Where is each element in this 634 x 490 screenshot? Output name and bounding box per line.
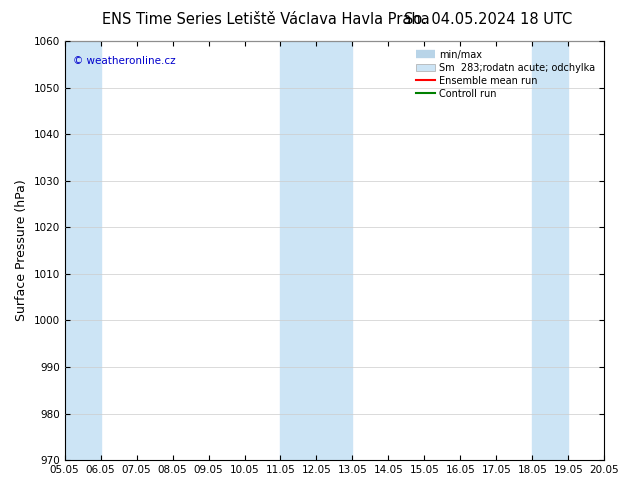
Bar xyxy=(316,41,353,460)
Text: So. 04.05.2024 18 UTC: So. 04.05.2024 18 UTC xyxy=(404,12,573,27)
Bar xyxy=(533,41,568,460)
Bar xyxy=(280,41,316,460)
Legend: min/max, Sm  283;rodatn acute; odchylka, Ensemble mean run, Controll run: min/max, Sm 283;rodatn acute; odchylka, … xyxy=(412,46,599,102)
Y-axis label: Surface Pressure (hPa): Surface Pressure (hPa) xyxy=(15,180,28,321)
Bar xyxy=(65,41,101,460)
Text: ENS Time Series Letiště Václava Havla Praha: ENS Time Series Letiště Václava Havla Pr… xyxy=(103,12,430,27)
Text: © weatheronline.cz: © weatheronline.cz xyxy=(73,56,176,66)
